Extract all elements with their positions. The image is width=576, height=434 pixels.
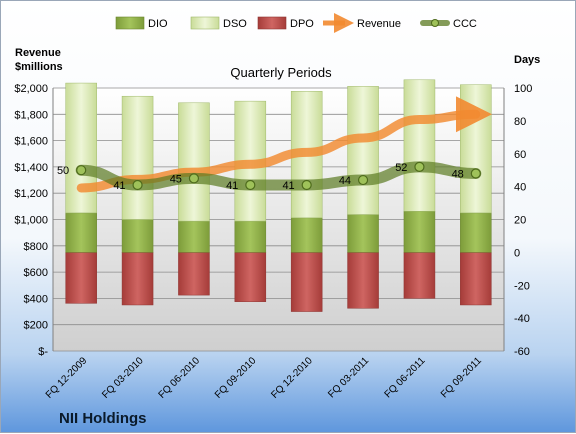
left-tick-label: $- [38, 346, 48, 358]
company-name: NII Holdings [59, 410, 147, 427]
legend-label: DSO [223, 18, 247, 30]
legend-label: CCC [453, 18, 477, 30]
dpo-bar [234, 252, 267, 302]
dso-bar [178, 102, 210, 222]
right-tick-label: 60 [514, 149, 526, 161]
ccc-data-label: 41 [226, 180, 238, 192]
left-tick-label: $1,000 [14, 215, 48, 227]
dpo-bar [65, 252, 97, 304]
revenue-line [76, 96, 493, 193]
dpo-bar [403, 252, 436, 299]
legend-label: Revenue [357, 18, 401, 30]
dpo-bar [460, 252, 492, 306]
left-tick-label: $800 [24, 241, 48, 253]
left-tick-label: $400 [24, 293, 48, 305]
right-axis-title: Days [514, 54, 540, 66]
right-tick-label: 80 [514, 116, 526, 128]
ccc-data-label: 48 [452, 168, 464, 180]
dpo-bar [121, 252, 154, 306]
ccc-data-label: 45 [170, 173, 182, 185]
ccc-point [301, 179, 312, 191]
dpo-bar [347, 252, 379, 309]
ccc-point [414, 161, 425, 172]
ccc-point [76, 165, 87, 176]
legend-swatch [115, 16, 145, 30]
category-label: FQ 03-2010 [100, 355, 146, 401]
category-label: FQ 06-2010 [157, 355, 203, 401]
dio-bar [121, 219, 154, 253]
legend-label: DIO [148, 18, 168, 30]
ccc-data-label: 44 [339, 175, 351, 187]
legend-swatch [257, 16, 287, 30]
dso-bar [460, 84, 492, 214]
ccc-data-label: 41 [282, 180, 294, 192]
dso-bar [65, 82, 97, 214]
legend-marker [431, 19, 439, 27]
category-label: FQ 03-2011 [326, 355, 371, 400]
right-tick-label: 0 [514, 247, 520, 259]
dso-bar [121, 95, 154, 220]
dio-bar [65, 212, 97, 253]
dpo-bar [290, 252, 323, 312]
ccc-point [470, 168, 481, 179]
ccc-data-label: 52 [395, 162, 407, 174]
ccc-data-label: 41 [113, 180, 125, 192]
ccc-point [132, 179, 143, 191]
category-label: FQ 09-2010 [213, 355, 259, 401]
ccc-point [188, 173, 200, 184]
legend-label: DPO [290, 18, 314, 30]
dio-bar [178, 220, 210, 253]
chart-title: Quarterly Periods [230, 65, 332, 80]
right-tick-label: -60 [514, 346, 530, 358]
dso-bar [403, 79, 436, 212]
left-tick-label: $1,400 [14, 162, 48, 174]
dio-bar [347, 214, 379, 253]
dio-bar [290, 217, 323, 253]
dio-bar [403, 211, 436, 253]
dio-bar [460, 212, 492, 253]
left-tick-label: $1,200 [14, 188, 48, 200]
left-tick-label: $2,000 [14, 83, 48, 95]
left-tick-label: $1,800 [14, 109, 48, 121]
right-tick-label: 20 [514, 215, 526, 227]
ccc-data-label: 50 [57, 165, 69, 177]
left-tick-label: $200 [24, 320, 48, 332]
right-tick-label: 100 [514, 83, 532, 95]
left-tick-label: $1,600 [14, 136, 48, 148]
dio-bar [234, 220, 267, 253]
category-label: FQ 12-2010 [269, 355, 315, 401]
right-tick-label: -40 [514, 313, 530, 325]
left-tick-label: $600 [24, 267, 48, 279]
category-label: FQ 06-2011 [383, 355, 428, 400]
dso-bar [347, 86, 379, 215]
legend-swatch [190, 16, 220, 30]
dpo-bar [178, 252, 210, 296]
left-axis-title-line1: Revenue [15, 47, 61, 59]
ccc-point [245, 179, 256, 191]
right-tick-label: 40 [514, 182, 526, 194]
category-label: FQ 12-2009 [44, 355, 90, 401]
right-tick-label: -20 [514, 280, 530, 292]
ccc-point [357, 174, 369, 186]
left-axis-title-line2: $millions [15, 61, 63, 73]
category-label: FQ 09-2011 [439, 355, 484, 400]
